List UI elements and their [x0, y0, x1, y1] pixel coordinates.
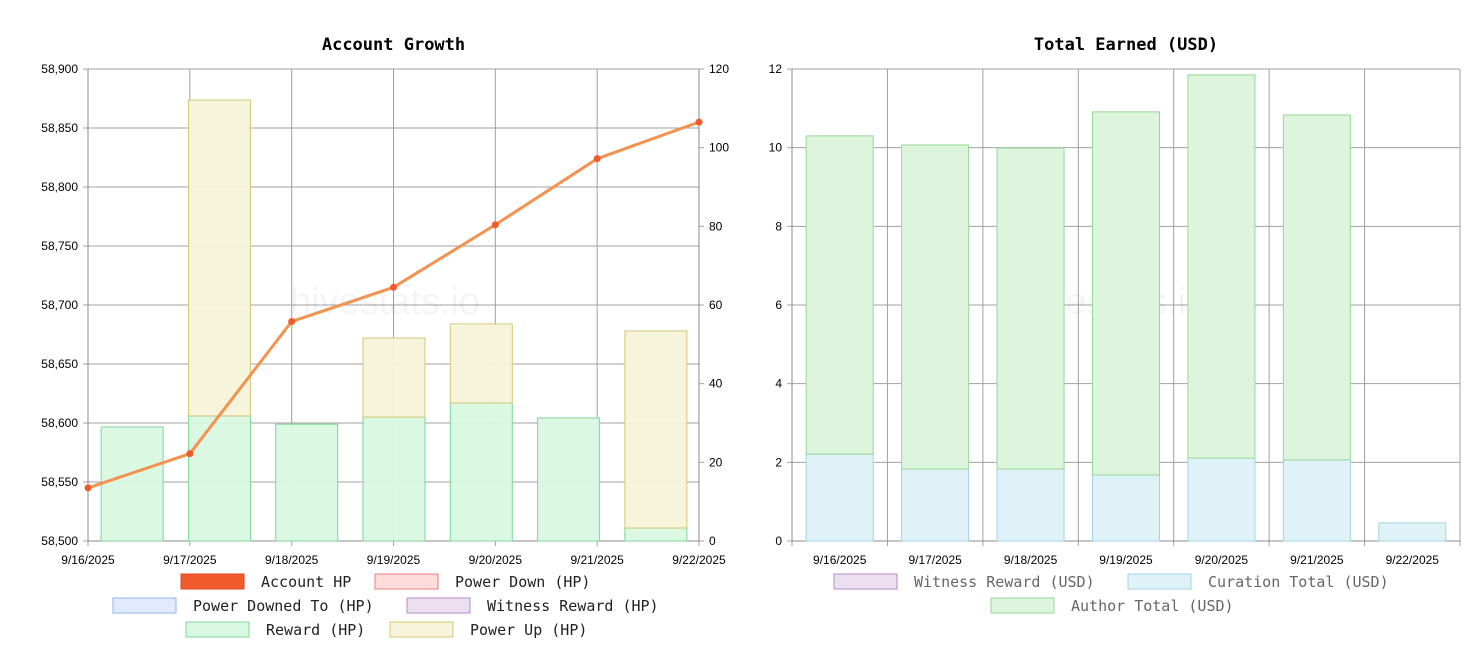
legend-label: Author Total (USD)	[1071, 597, 1234, 615]
point-account-hp	[593, 155, 601, 163]
bar-curation-total-usd	[1282, 459, 1351, 542]
y-tick-label: 0	[775, 534, 782, 548]
x-tick-label: 9/22/2025	[1386, 553, 1440, 567]
bar-curation-total-usd	[805, 453, 874, 542]
y-tick-label: 4	[775, 377, 782, 391]
bar-reward-hp	[187, 415, 251, 542]
legend-swatch	[406, 597, 471, 614]
legend-label: Witness Reward (HP)	[487, 597, 659, 615]
legend-swatch	[1127, 573, 1192, 590]
y-right-tick-label: 0	[709, 534, 716, 548]
bar-curation-total-usd	[996, 468, 1065, 542]
point-account-hp	[84, 484, 92, 492]
y-tick-label: 6	[775, 298, 782, 312]
bar-reward-hp	[537, 417, 601, 542]
x-tick-label: 9/17/2025	[163, 553, 217, 567]
y-left-tick-label: 58,650	[41, 357, 78, 371]
bar-author-total-usd	[1282, 114, 1351, 461]
x-tick-label: 9/17/2025	[908, 553, 962, 567]
legend-label: Witness Reward (USD)	[914, 573, 1095, 591]
bar-power-up-hp	[362, 337, 426, 418]
chart-title: Account Growth	[322, 35, 465, 55]
y-left-tick-label: 58,800	[41, 180, 78, 194]
bar-power-up-hp	[449, 323, 513, 404]
point-account-hp	[695, 118, 703, 126]
x-tick-label: 9/20/2025	[1195, 553, 1249, 567]
point-account-hp	[491, 221, 499, 229]
y-tick-label: 8	[775, 219, 782, 233]
x-tick-label: 9/19/2025	[367, 553, 421, 567]
y-left-tick-label: 58,850	[41, 121, 78, 135]
y-left-tick-label: 58,700	[41, 298, 78, 312]
x-tick-label: 9/18/2025	[265, 553, 319, 567]
point-account-hp	[390, 283, 397, 291]
legend-swatch	[112, 597, 177, 614]
point-account-hp	[186, 450, 194, 458]
y-left-tick-label: 58,600	[41, 416, 78, 430]
bar-author-total-usd	[901, 144, 970, 470]
bar-power-up-hp	[187, 99, 251, 417]
y-left-tick-label: 58,900	[41, 62, 78, 76]
chart-title: Total Earned (USD)	[1034, 35, 1218, 55]
x-tick-label: 9/19/2025	[1099, 553, 1153, 567]
legend-label: Reward (HP)	[266, 621, 365, 639]
legend-label: Curation Total (USD)	[1208, 573, 1389, 591]
x-tick-label: 9/16/2025	[61, 553, 115, 567]
watermark: hivestats.io	[290, 281, 480, 323]
legend-swatch	[990, 597, 1055, 614]
x-tick-label: 9/22/2025	[672, 553, 726, 567]
x-tick-label: 9/21/2025	[570, 553, 624, 567]
bar-reward-hp	[624, 527, 688, 542]
legend-label: Account HP	[261, 573, 351, 591]
legend-swatch	[389, 621, 454, 638]
x-tick-label: 9/20/2025	[469, 553, 523, 567]
point-account-hp	[288, 318, 296, 326]
legend-label: Power Down (HP)	[455, 573, 590, 591]
legend-swatch	[374, 573, 439, 590]
x-tick-label: 9/18/2025	[1004, 553, 1058, 567]
x-tick-label: 9/16/2025	[813, 553, 867, 567]
y-right-tick-label: 60	[709, 298, 723, 312]
y-left-tick-label: 58,550	[41, 475, 78, 489]
bar-author-total-usd	[1092, 111, 1160, 476]
y-tick-label: 12	[769, 62, 783, 76]
legend-swatch	[833, 573, 898, 590]
x-tick-label: 9/21/2025	[1290, 553, 1344, 567]
bar-reward-hp	[362, 416, 426, 542]
bar-curation-total-usd	[1187, 457, 1256, 542]
y-left-tick-label: 58,500	[41, 534, 78, 548]
bar-author-total-usd	[1187, 74, 1256, 459]
bar-reward-hp	[275, 423, 339, 542]
bar-power-up-hp	[624, 330, 688, 529]
y-right-tick-label: 40	[709, 377, 723, 391]
legend-label: Power Downed To (HP)	[193, 597, 374, 615]
bar-curation-total-usd	[901, 468, 970, 542]
y-right-tick-label: 120	[709, 62, 729, 76]
bar-curation-total-usd	[1378, 522, 1447, 542]
y-tick-label: 10	[769, 141, 783, 155]
y-left-tick-label: 58,750	[41, 239, 78, 253]
legend-label: Power Up (HP)	[470, 621, 587, 639]
bar-author-total-usd	[805, 135, 874, 455]
y-right-tick-label: 100	[709, 141, 729, 155]
bar-author-total-usd	[996, 147, 1065, 470]
y-right-tick-label: 20	[709, 455, 723, 469]
legend-swatch	[180, 573, 245, 590]
y-tick-label: 2	[775, 455, 782, 469]
bar-curation-total-usd	[1092, 474, 1160, 542]
bar-reward-hp	[449, 402, 513, 542]
legend-swatch	[185, 621, 250, 638]
y-right-tick-label: 80	[709, 219, 723, 233]
bar-reward-hp	[100, 426, 164, 542]
